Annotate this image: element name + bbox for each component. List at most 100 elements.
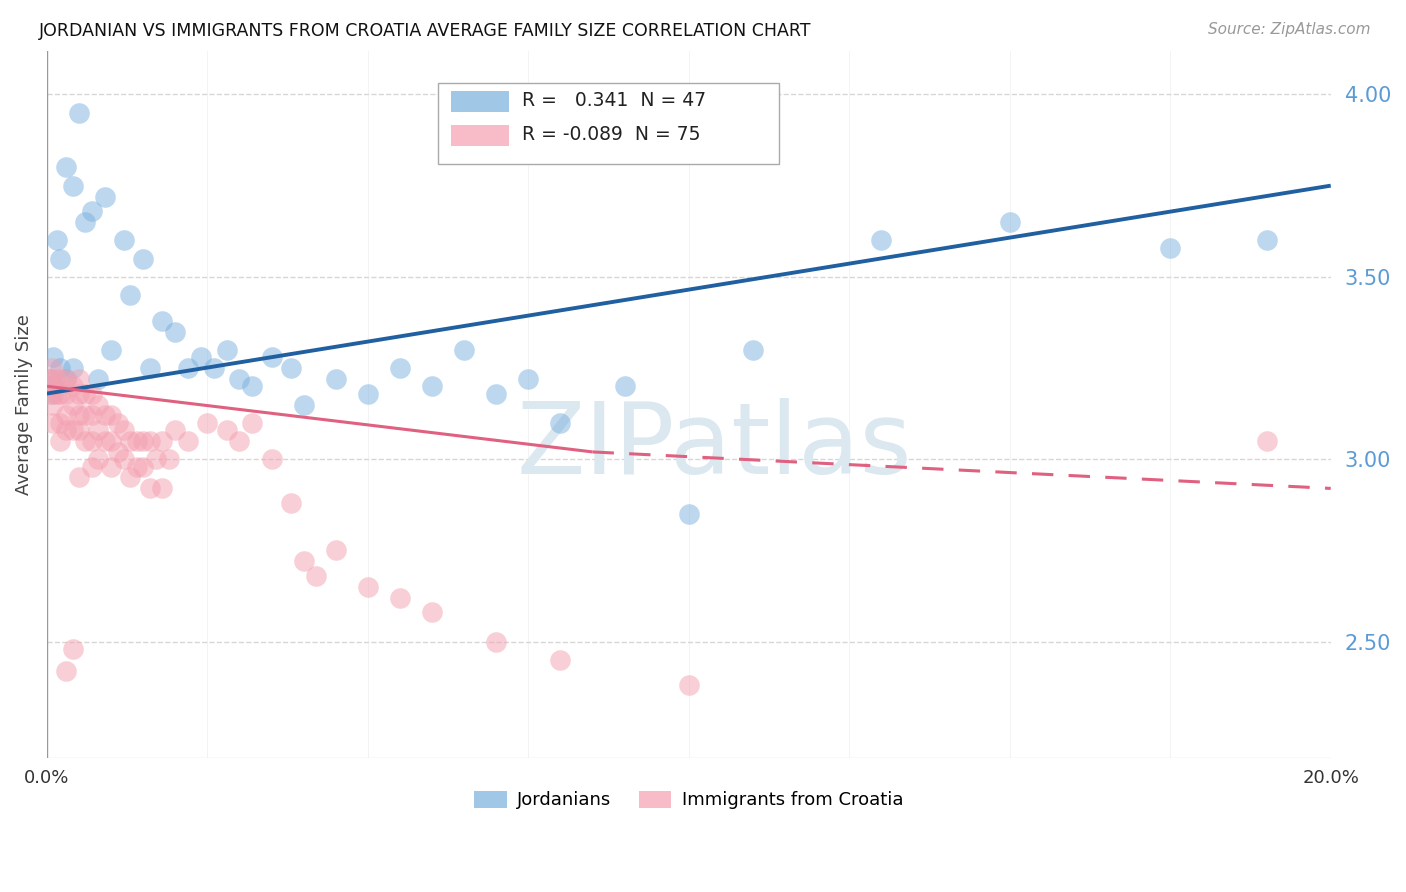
Point: [55, 372, 77, 386]
Point: [112, 423, 135, 437]
Point: [870, 233, 893, 247]
Point: [80, 459, 103, 474]
Point: [550, 416, 572, 430]
Point: [75, 215, 97, 229]
Y-axis label: Average Family Size: Average Family Size: [15, 314, 32, 495]
Point: [388, 591, 411, 605]
Point: [260, 452, 283, 467]
Point: [67, 409, 90, 423]
Point: [67, 423, 90, 437]
Point: [1159, 241, 1181, 255]
Point: [228, 372, 250, 386]
Point: [55, 372, 77, 386]
Point: [138, 482, 160, 496]
Point: [41, 361, 63, 376]
Point: [678, 507, 700, 521]
Point: [742, 343, 765, 357]
Point: [62, 397, 84, 411]
Point: [87, 423, 110, 437]
Point: [388, 361, 411, 376]
Point: [42, 397, 65, 411]
Point: [550, 653, 572, 667]
Point: [67, 470, 90, 484]
Point: [42, 379, 65, 393]
Point: [100, 343, 122, 357]
Point: [613, 379, 636, 393]
Point: [38, 372, 60, 386]
Point: [145, 452, 167, 467]
Point: [62, 361, 84, 376]
Point: [357, 386, 380, 401]
Point: [55, 161, 77, 175]
Point: [48, 372, 70, 386]
Point: [260, 350, 283, 364]
Point: [240, 416, 263, 430]
Point: [100, 459, 122, 474]
Point: [55, 386, 77, 401]
FancyBboxPatch shape: [451, 91, 509, 112]
Point: [55, 409, 77, 423]
Point: [152, 313, 174, 327]
Point: [165, 325, 187, 339]
Point: [93, 434, 115, 448]
Point: [453, 343, 475, 357]
Point: [42, 379, 65, 393]
Point: [48, 416, 70, 430]
Point: [48, 434, 70, 448]
Point: [75, 386, 97, 401]
Point: [45, 233, 67, 247]
Point: [87, 452, 110, 467]
Point: [325, 543, 347, 558]
Point: [80, 204, 103, 219]
FancyBboxPatch shape: [451, 125, 509, 146]
Point: [44, 372, 66, 386]
Point: [280, 496, 302, 510]
Point: [1256, 233, 1278, 247]
Point: [62, 423, 84, 437]
Point: [42, 416, 65, 430]
Point: [75, 434, 97, 448]
Point: [48, 361, 70, 376]
Point: [107, 416, 129, 430]
Point: [517, 372, 540, 386]
Text: R = -0.089  N = 75: R = -0.089 N = 75: [522, 126, 700, 145]
Point: [215, 423, 238, 437]
Point: [357, 580, 380, 594]
Point: [132, 252, 155, 266]
Point: [177, 434, 200, 448]
Point: [202, 361, 225, 376]
Point: [292, 397, 315, 411]
Point: [292, 554, 315, 568]
Text: R =   0.341  N = 47: R = 0.341 N = 47: [522, 91, 706, 111]
Point: [190, 350, 212, 364]
Point: [42, 350, 65, 364]
Point: [62, 641, 84, 656]
Point: [120, 434, 142, 448]
Point: [305, 569, 328, 583]
Point: [42, 386, 65, 401]
Point: [195, 416, 218, 430]
Point: [420, 606, 443, 620]
Point: [80, 386, 103, 401]
Point: [125, 459, 148, 474]
Point: [138, 361, 160, 376]
Text: ZIPatlas: ZIPatlas: [517, 399, 912, 495]
Point: [48, 252, 70, 266]
Point: [87, 397, 110, 411]
Point: [678, 678, 700, 692]
Point: [998, 215, 1021, 229]
Point: [177, 361, 200, 376]
Point: [107, 445, 129, 459]
Point: [228, 434, 250, 448]
Point: [325, 372, 347, 386]
Point: [100, 434, 122, 448]
Point: [132, 459, 155, 474]
Text: JORDANIAN VS IMMIGRANTS FROM CROATIA AVERAGE FAMILY SIZE CORRELATION CHART: JORDANIAN VS IMMIGRANTS FROM CROATIA AVE…: [39, 22, 811, 40]
Point: [112, 452, 135, 467]
Point: [485, 634, 508, 648]
Point: [132, 434, 155, 448]
Point: [165, 423, 187, 437]
Point: [120, 470, 142, 484]
Point: [67, 105, 90, 120]
Point: [112, 233, 135, 247]
